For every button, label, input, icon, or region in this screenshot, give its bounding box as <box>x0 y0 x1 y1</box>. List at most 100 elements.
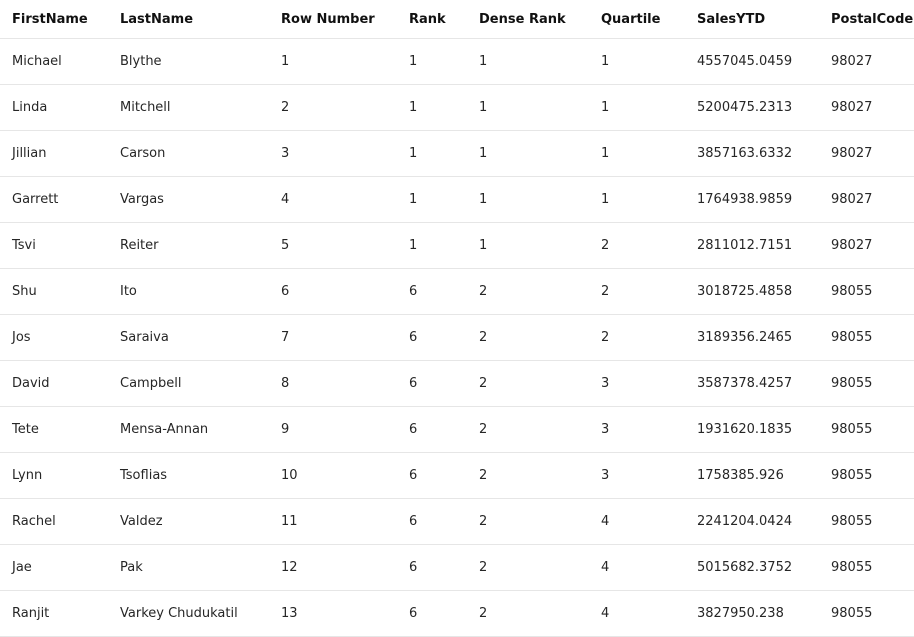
column-header-salesytd[interactable]: SalesYTD <box>685 0 820 39</box>
salesytd-cell: 1758385.926 <box>685 452 820 499</box>
column-header-rank[interactable]: Rank <box>398 0 469 39</box>
salesytd-cell: 3018725.4858 <box>685 268 820 315</box>
table-row[interactable]: Michael Blythe 1 1 1 1 4557045.0459 98027 <box>0 38 914 85</box>
quartile-cell: 3 <box>589 452 685 499</box>
rank-cell: 1 <box>398 222 469 269</box>
row-number-cell: 3 <box>267 130 398 177</box>
lastname-cell: Vargas <box>110 176 267 223</box>
lastname-cell: Blythe <box>110 38 267 85</box>
table-row[interactable]: Tete Mensa-Annan 9 6 2 3 1931620.1835 98055 <box>0 406 914 453</box>
table-row[interactable]: Rachel Valdez 11 6 2 4 2241204.0424 98055 <box>0 498 914 545</box>
rank-cell: 1 <box>398 176 469 223</box>
column-header-row-number[interactable]: Row Number <box>267 0 398 39</box>
salesytd-cell: 1931620.1835 <box>685 406 820 453</box>
salesytd-cell: 3189356.2465 <box>685 314 820 361</box>
postalcode-cell: 98055 <box>820 314 914 361</box>
dense-rank-cell: 2 <box>469 498 589 545</box>
table-body: Michael Blythe 1 1 1 1 4557045.0459 98027 Linda M… <box>0 38 914 637</box>
rank-cell: 6 <box>398 268 469 315</box>
dense-rank-cell: 2 <box>469 544 589 591</box>
table-row[interactable]: Jae Pak 12 6 2 4 5015682.3752 98055 <box>0 544 914 591</box>
column-header-lastname[interactable]: LastName <box>110 0 267 39</box>
quartile-cell: 1 <box>589 38 685 85</box>
postalcode-cell: 98027 <box>820 130 914 177</box>
table-row[interactable]: Jos Saraiva 7 6 2 2 3189356.2465 98055 <box>0 314 914 361</box>
salesytd-cell: 1764938.9859 <box>685 176 820 223</box>
dense-rank-cell: 1 <box>469 130 589 177</box>
rank-cell: 6 <box>398 406 469 453</box>
salesytd-cell: 4557045.0459 <box>685 38 820 85</box>
table-row[interactable]: Shu Ito 6 6 2 2 3018725.4858 98055 <box>0 268 914 315</box>
rank-cell: 1 <box>398 130 469 177</box>
quartile-cell: 4 <box>589 544 685 591</box>
dense-rank-cell: 1 <box>469 222 589 269</box>
quartile-cell: 4 <box>589 498 685 545</box>
quartile-cell: 2 <box>589 314 685 361</box>
postalcode-cell: 98055 <box>820 498 914 545</box>
lastname-cell: Reiter <box>110 222 267 269</box>
lastname-cell: Carson <box>110 130 267 177</box>
row-number-cell: 11 <box>267 498 398 545</box>
lastname-cell: Tsoflias <box>110 452 267 499</box>
firstname-cell: Rachel <box>0 498 110 545</box>
postalcode-cell: 98055 <box>820 360 914 407</box>
column-header-firstname[interactable]: FirstName <box>0 0 110 39</box>
dense-rank-cell: 2 <box>469 406 589 453</box>
rank-cell: 6 <box>398 452 469 499</box>
column-header-postalcode[interactable]: PostalCode <box>820 0 914 39</box>
postalcode-cell: 98027 <box>820 84 914 131</box>
quartile-cell: 3 <box>589 360 685 407</box>
row-number-cell: 13 <box>267 590 398 637</box>
table-row[interactable]: Garrett Vargas 4 1 1 1 1764938.9859 98027 <box>0 176 914 223</box>
row-number-cell: 7 <box>267 314 398 361</box>
quartile-cell: 2 <box>589 222 685 269</box>
firstname-cell: Tete <box>0 406 110 453</box>
dense-rank-cell: 2 <box>469 590 589 637</box>
table-row[interactable]: Tsvi Reiter 5 1 1 2 2811012.7151 98027 <box>0 222 914 269</box>
table-row[interactable]: David Campbell 8 6 2 3 3587378.4257 98055 <box>0 360 914 407</box>
row-number-cell: 1 <box>267 38 398 85</box>
salesytd-cell: 2241204.0424 <box>685 498 820 545</box>
firstname-cell: Jae <box>0 544 110 591</box>
header-row: FirstName LastName Row Number Rank Dense… <box>0 0 914 39</box>
postalcode-cell: 98055 <box>820 544 914 591</box>
row-number-cell: 6 <box>267 268 398 315</box>
table-row[interactable]: Lynn Tsoflias 10 6 2 3 1758385.926 98055 <box>0 452 914 499</box>
quartile-cell: 4 <box>589 590 685 637</box>
row-number-cell: 2 <box>267 84 398 131</box>
quartile-cell: 1 <box>589 84 685 131</box>
rank-cell: 1 <box>398 38 469 85</box>
postalcode-cell: 98027 <box>820 176 914 223</box>
quartile-cell: 1 <box>589 130 685 177</box>
dense-rank-cell: 2 <box>469 314 589 361</box>
lastname-cell: Saraiva <box>110 314 267 361</box>
salesytd-cell: 5015682.3752 <box>685 544 820 591</box>
firstname-cell: Jos <box>0 314 110 361</box>
firstname-cell: Tsvi <box>0 222 110 269</box>
salesytd-cell: 3827950.238 <box>685 590 820 637</box>
dense-rank-cell: 2 <box>469 360 589 407</box>
postalcode-cell: 98027 <box>820 222 914 269</box>
firstname-cell: Jillian <box>0 130 110 177</box>
column-header-quartile[interactable]: Quartile <box>589 0 685 39</box>
table-row[interactable]: Jillian Carson 3 1 1 1 3857163.6332 98027 <box>0 130 914 177</box>
lastname-cell: Ito <box>110 268 267 315</box>
quartile-cell: 1 <box>589 176 685 223</box>
lastname-cell: Campbell <box>110 360 267 407</box>
column-header-dense-rank[interactable]: Dense Rank <box>469 0 589 39</box>
dense-rank-cell: 1 <box>469 176 589 223</box>
firstname-cell: Ranjit <box>0 590 110 637</box>
firstname-cell: David <box>0 360 110 407</box>
table-row[interactable]: Ranjit Varkey Chudukatil 13 6 2 4 3827950.238 9… <box>0 590 914 637</box>
lastname-cell: Pak <box>110 544 267 591</box>
firstname-cell: Linda <box>0 84 110 131</box>
table-row[interactable]: Linda Mitchell 2 1 1 1 5200475.2313 98027 <box>0 84 914 131</box>
rank-cell: 6 <box>398 498 469 545</box>
rank-cell: 6 <box>398 544 469 591</box>
quartile-cell: 2 <box>589 268 685 315</box>
firstname-cell: Lynn <box>0 452 110 499</box>
salesytd-cell: 5200475.2313 <box>685 84 820 131</box>
rank-cell: 6 <box>398 590 469 637</box>
firstname-cell: Garrett <box>0 176 110 223</box>
